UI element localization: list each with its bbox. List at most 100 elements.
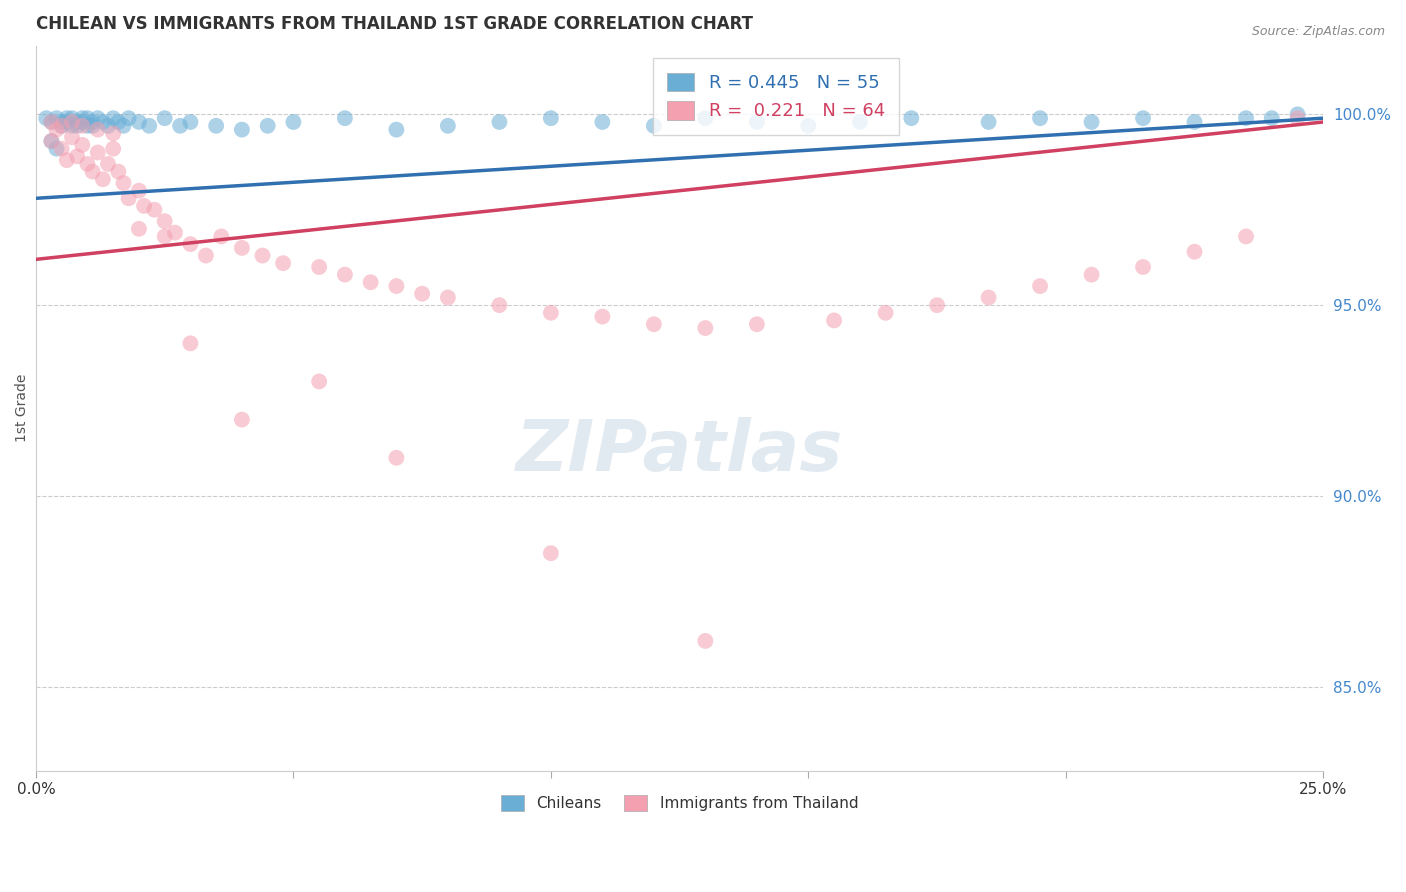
Point bbox=[1184, 115, 1206, 129]
Point bbox=[169, 119, 191, 133]
Point bbox=[209, 229, 232, 244]
Point bbox=[271, 256, 294, 270]
Point bbox=[72, 137, 94, 152]
Point bbox=[1080, 268, 1102, 282]
Point bbox=[82, 119, 104, 133]
Point bbox=[231, 241, 253, 255]
Point bbox=[97, 119, 120, 133]
Point bbox=[56, 153, 79, 168]
Point bbox=[252, 248, 274, 262]
Point bbox=[51, 119, 73, 133]
Point bbox=[35, 111, 58, 125]
Point bbox=[51, 142, 73, 156]
Point bbox=[179, 336, 201, 351]
Point bbox=[153, 111, 176, 125]
Point bbox=[51, 119, 73, 133]
Point bbox=[308, 375, 330, 389]
Point bbox=[194, 248, 217, 262]
Point bbox=[60, 111, 83, 125]
Point bbox=[163, 226, 186, 240]
Point bbox=[333, 268, 356, 282]
Y-axis label: 1st Grade: 1st Grade bbox=[15, 374, 30, 442]
Point bbox=[56, 111, 79, 125]
Text: ZIPatlas: ZIPatlas bbox=[516, 417, 844, 486]
Point bbox=[977, 115, 1000, 129]
Point bbox=[540, 111, 562, 125]
Point bbox=[925, 298, 948, 312]
Point bbox=[112, 176, 135, 190]
Point bbox=[128, 115, 150, 129]
Point bbox=[695, 321, 717, 335]
Point bbox=[540, 546, 562, 560]
Point bbox=[1286, 107, 1309, 121]
Point bbox=[56, 115, 79, 129]
Point bbox=[76, 111, 98, 125]
Point bbox=[51, 115, 73, 129]
Point bbox=[385, 122, 408, 136]
Point bbox=[643, 317, 665, 331]
Point bbox=[1080, 115, 1102, 129]
Point bbox=[977, 291, 1000, 305]
Point bbox=[385, 450, 408, 465]
Point bbox=[360, 275, 382, 289]
Point bbox=[875, 306, 897, 320]
Point bbox=[143, 202, 166, 217]
Point bbox=[87, 122, 110, 136]
Point bbox=[138, 119, 160, 133]
Point bbox=[437, 119, 460, 133]
Point bbox=[117, 191, 139, 205]
Point bbox=[87, 145, 110, 160]
Point bbox=[91, 172, 114, 186]
Point bbox=[179, 237, 201, 252]
Point bbox=[103, 111, 125, 125]
Point bbox=[41, 115, 63, 129]
Point bbox=[72, 115, 94, 129]
Point bbox=[41, 134, 63, 148]
Text: Source: ZipAtlas.com: Source: ZipAtlas.com bbox=[1251, 25, 1385, 38]
Point bbox=[205, 119, 228, 133]
Point bbox=[1029, 279, 1052, 293]
Point bbox=[117, 111, 139, 125]
Point bbox=[72, 111, 94, 125]
Point bbox=[87, 111, 110, 125]
Point bbox=[1029, 111, 1052, 125]
Point bbox=[107, 164, 129, 178]
Point bbox=[231, 412, 253, 426]
Point bbox=[97, 157, 120, 171]
Point bbox=[643, 119, 665, 133]
Point bbox=[333, 111, 356, 125]
Point bbox=[900, 111, 922, 125]
Point bbox=[695, 111, 717, 125]
Point bbox=[1234, 229, 1257, 244]
Point bbox=[72, 119, 94, 133]
Point bbox=[1184, 244, 1206, 259]
Point bbox=[1234, 111, 1257, 125]
Point bbox=[745, 115, 768, 129]
Point bbox=[76, 157, 98, 171]
Point bbox=[1132, 111, 1154, 125]
Point bbox=[488, 115, 510, 129]
Point bbox=[1261, 111, 1284, 125]
Point bbox=[103, 127, 125, 141]
Point bbox=[41, 134, 63, 148]
Point bbox=[107, 115, 129, 129]
Legend: Chileans, Immigrants from Thailand: Chileans, Immigrants from Thailand bbox=[495, 789, 865, 817]
Point bbox=[1286, 111, 1309, 125]
Point bbox=[60, 115, 83, 129]
Text: CHILEAN VS IMMIGRANTS FROM THAILAND 1ST GRADE CORRELATION CHART: CHILEAN VS IMMIGRANTS FROM THAILAND 1ST … bbox=[37, 15, 754, 33]
Point bbox=[231, 122, 253, 136]
Point bbox=[849, 115, 872, 129]
Point bbox=[60, 119, 83, 133]
Point bbox=[103, 142, 125, 156]
Point bbox=[179, 115, 201, 129]
Point bbox=[695, 634, 717, 648]
Point bbox=[66, 115, 89, 129]
Point bbox=[82, 164, 104, 178]
Point bbox=[540, 306, 562, 320]
Point bbox=[45, 142, 67, 156]
Point bbox=[308, 260, 330, 274]
Point bbox=[60, 130, 83, 145]
Point bbox=[128, 184, 150, 198]
Point bbox=[112, 119, 135, 133]
Point bbox=[283, 115, 305, 129]
